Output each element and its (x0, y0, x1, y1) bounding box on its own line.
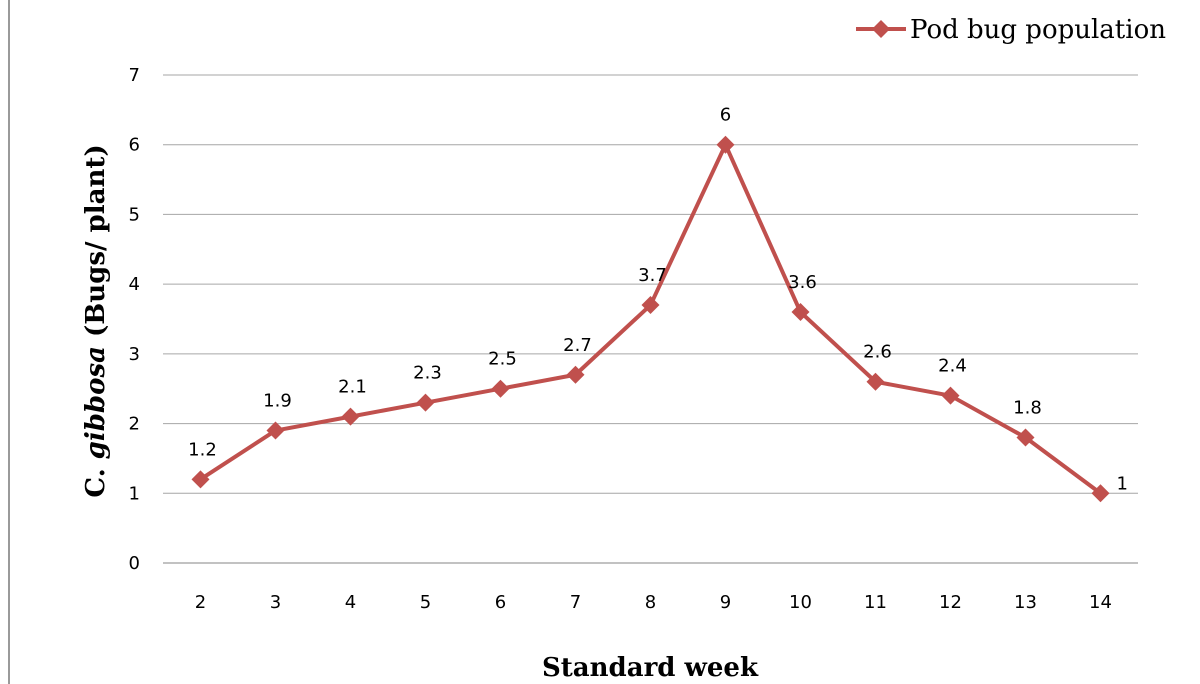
data-label: 3.6 (788, 272, 817, 293)
y-tick-label: 1 (129, 483, 140, 504)
legend-label: Pod bug population (910, 15, 1166, 45)
x-tick-label: 8 (645, 592, 656, 613)
data-point-marker (1091, 484, 1110, 503)
x-tick-label: 10 (789, 592, 812, 613)
y-tick-label: 4 (129, 274, 140, 295)
legend-diamond-marker (872, 20, 890, 38)
y-axis-title: C. gibbosa (Bugs/ plant) (81, 144, 111, 497)
data-point-marker (866, 372, 885, 391)
y-tick-label: 0 (129, 553, 140, 574)
legend: Pod bug population (856, 15, 1166, 45)
y-tick-labels: 0 1 2 3 4 5 6 7 (129, 65, 140, 574)
data-point-marker (791, 303, 810, 322)
x-tick-label: 7 (570, 592, 581, 613)
data-label: 1 (1117, 473, 1128, 494)
data-label: 2.7 (563, 335, 592, 356)
x-tick-label: 14 (1089, 592, 1112, 613)
x-tick-label: 5 (420, 592, 431, 613)
data-point-marker (341, 407, 360, 426)
data-point-marker (491, 379, 510, 398)
y-tick-label: 2 (129, 414, 140, 435)
data-point-marker (566, 365, 585, 384)
x-tick-label: 12 (939, 592, 962, 613)
x-tick-labels: 2 3 4 5 6 7 8 9 10 11 12 13 14 (195, 592, 1112, 613)
data-point-marker (716, 135, 735, 154)
y-tick-label: 6 (129, 135, 140, 156)
y-tick-label: 7 (129, 65, 140, 86)
x-axis-title: Standard week (542, 653, 759, 683)
x-tick-label: 11 (864, 592, 887, 613)
data-point-marker (641, 296, 660, 315)
data-label: 2.5 (488, 349, 517, 370)
data-label: 2.1 (338, 377, 367, 398)
data-label: 1.8 (1013, 398, 1042, 419)
x-tick-label: 13 (1014, 592, 1037, 613)
x-tick-label: 9 (720, 592, 731, 613)
x-tick-label: 6 (495, 592, 506, 613)
y-tick-label: 3 (129, 344, 140, 365)
data-point-marker (266, 421, 285, 440)
gridlines (163, 74, 1138, 564)
data-label: 1.9 (263, 391, 292, 412)
series-line (199, 142, 1102, 495)
data-label: 2.6 (863, 342, 892, 363)
series-group (191, 135, 1110, 503)
data-labels: 1.2 1.9 2.1 2.3 2.5 2.7 3.7 6 3.6 2.6 2.4 1.8 1 (188, 105, 1128, 495)
data-point-marker (941, 386, 960, 405)
left-border-line (8, 0, 10, 684)
y-tick-label: 5 (129, 204, 140, 225)
data-label: 2.4 (938, 356, 967, 377)
data-label: 3.7 (638, 265, 667, 286)
x-tick-label: 4 (345, 592, 356, 613)
data-point-marker (191, 470, 210, 489)
x-tick-label: 3 (270, 592, 281, 613)
data-point-marker (416, 393, 435, 412)
x-tick-label: 2 (195, 592, 206, 613)
data-label: 6 (720, 105, 731, 126)
data-label: 2.3 (413, 363, 442, 384)
data-label: 1.2 (188, 439, 217, 460)
data-point-marker (1016, 428, 1035, 447)
